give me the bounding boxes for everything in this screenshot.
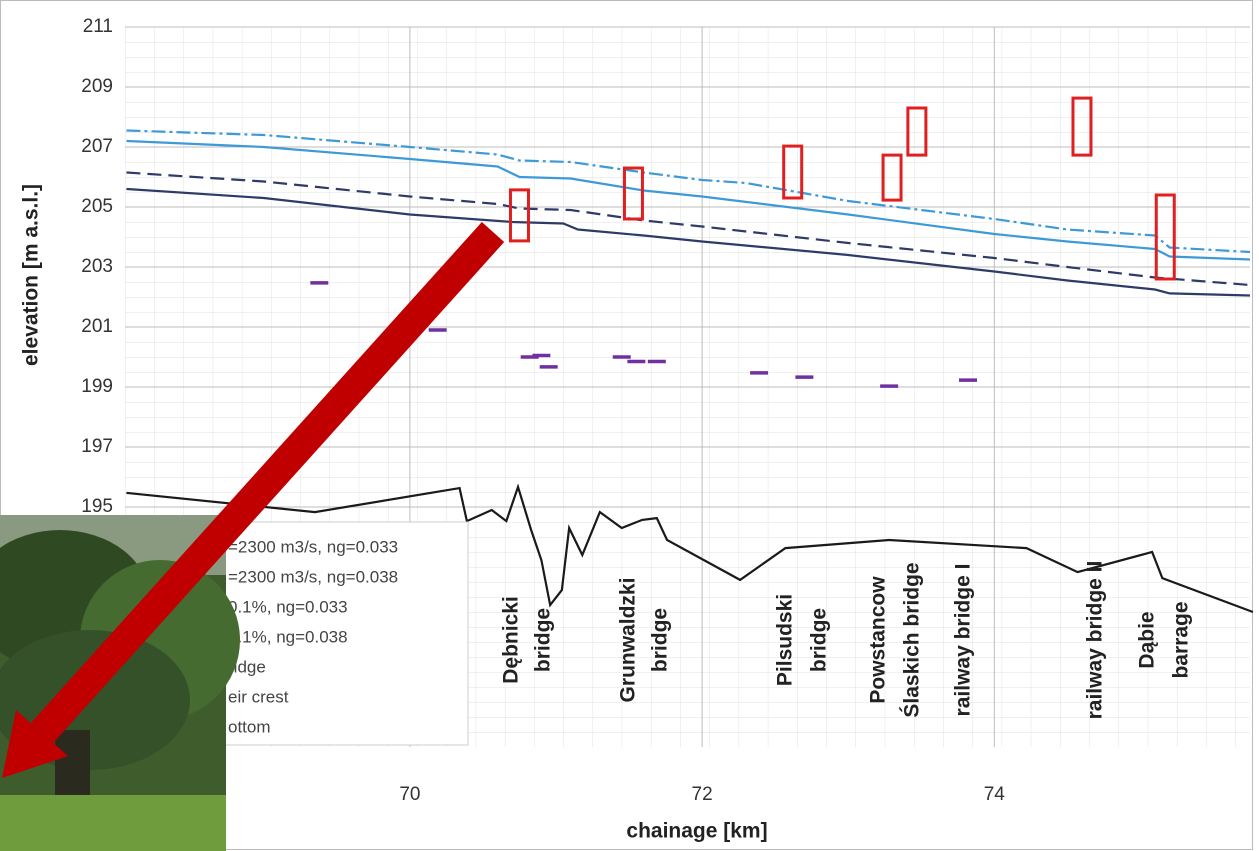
x-tick-label: 70 — [399, 784, 420, 805]
y-tick-label: 205 — [81, 196, 113, 217]
y-tick-label: 211 — [83, 16, 113, 37]
legend-label: 0.1%, ng=0.038 — [228, 627, 348, 646]
bridge-label: Dębnicki — [500, 596, 523, 684]
legend-label: 0.1%, ng=0.033 — [228, 597, 348, 616]
y-tick-label: 199 — [81, 376, 113, 397]
y-tick-label: 201 — [81, 316, 113, 337]
y-axis-title: elevation [m a.s.l.] — [20, 184, 43, 366]
y-tick-label: 195 — [81, 496, 113, 517]
bridge-label: Dąbie — [1136, 611, 1159, 668]
bridge-label: bridge — [649, 608, 672, 672]
bridge-label: railway bridge II — [1084, 561, 1107, 720]
legend-label: eir crest — [228, 687, 289, 706]
bridge-label: Pilsudski — [774, 594, 797, 686]
x-tick-label: 72 — [692, 784, 713, 805]
y-tick-label: 203 — [81, 256, 113, 277]
x-axis-title: chainage [km] — [626, 820, 767, 843]
y-tick-label: 197 — [81, 436, 113, 457]
legend-label: ottom — [228, 717, 271, 736]
bridge-label: bridge — [532, 608, 555, 672]
chart: 195 197 199 201 203 205 207 209 211 70 72 74 Dębnick… — [0, 0, 1259, 851]
y-tick-label: 209 — [81, 76, 113, 97]
bridge-label: Ślaskich bridge — [900, 562, 924, 717]
bridge-label: railway bridge I — [952, 564, 975, 717]
y-tick-label: 207 — [81, 136, 113, 157]
x-tick-label: 74 — [984, 784, 1006, 805]
bridge-label: Powstancow — [867, 576, 890, 704]
bridge-label: barrage — [1170, 601, 1193, 678]
legend-label: =2300 m3/s, ng=0.033 — [228, 537, 398, 556]
page: {"chart_data": { "type": "line", "y_labe… — [0, 0, 1259, 851]
bridge-label: bridge — [808, 608, 831, 672]
grass — [0, 795, 226, 851]
bridge-label: Grunwaldzki — [617, 578, 640, 703]
legend-label: =2300 m3/s, ng=0.038 — [228, 567, 398, 586]
